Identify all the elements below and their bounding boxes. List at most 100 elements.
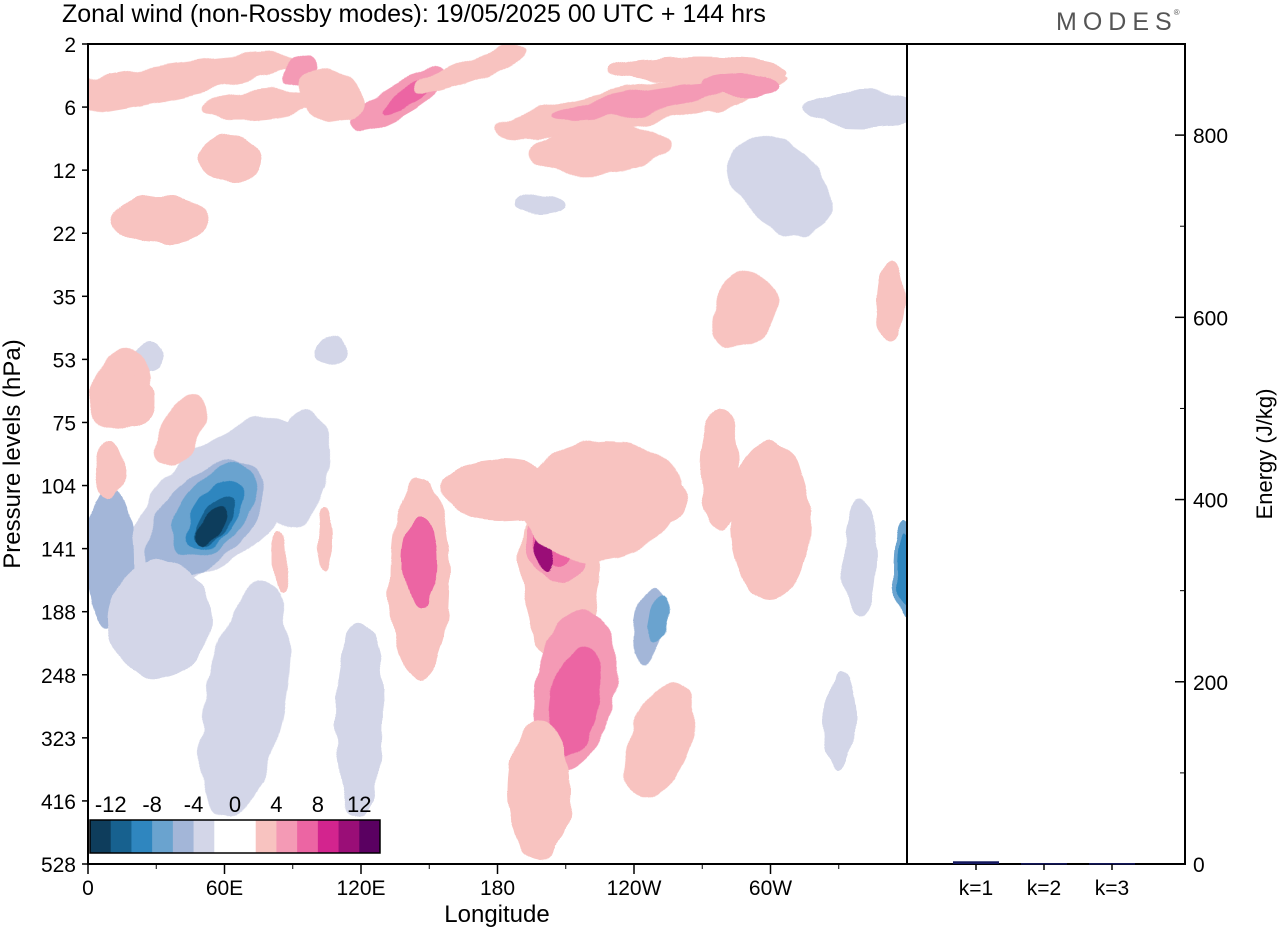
contour-region (530, 125, 670, 175)
contour-region (897, 535, 907, 605)
y-tick-label: 75 (53, 412, 76, 435)
y-tick-label: 188 (41, 602, 76, 625)
energy-tick-label: 200 (1193, 672, 1228, 695)
contour-region (200, 581, 290, 819)
colorbar-label: 0 (229, 792, 241, 817)
colorbar: -12 -8 -4 0 4 8 12 (89, 792, 381, 854)
contour-region (875, 260, 905, 340)
energy-panel: 0 200 400 600 800 k=1 k=2 k=3 Energy (J/kg) (906, 43, 1277, 900)
pressure-axis: 2 6 12 22 35 53 75 104 141 188 248 323 416 528 (41, 34, 88, 877)
contour-region (625, 682, 695, 798)
y-tick-label: 528 (41, 854, 76, 877)
y-tick-label: 104 (41, 476, 76, 499)
y-tick-label: 248 (41, 665, 76, 688)
contour-field (88, 46, 907, 860)
contour-region (196, 506, 228, 544)
contour-region (842, 500, 878, 620)
contour-region (153, 393, 207, 467)
y-tick-label: 416 (41, 791, 76, 814)
contour-region (548, 645, 602, 755)
colorbar-swatch (297, 820, 319, 853)
energy-category-label: k=1 (959, 877, 993, 900)
contour-region (651, 595, 669, 645)
colorbar-swatch (235, 820, 257, 853)
energy-bar (1021, 863, 1067, 865)
colorbar-label: 12 (347, 792, 371, 817)
y-tick-label: 22 (53, 223, 76, 246)
y-tick-label: 2 (64, 34, 76, 57)
brand-mark: ® (1173, 8, 1180, 17)
energy-tick-label: 600 (1193, 307, 1228, 330)
y-tick-label: 12 (53, 160, 76, 183)
y-tick-label: 53 (53, 349, 76, 372)
energy-tick-label: 400 (1193, 490, 1228, 513)
colorbar-swatch (152, 820, 174, 853)
contour-region (440, 460, 560, 520)
contour-region (272, 530, 288, 590)
colorbar-swatch (193, 820, 215, 853)
contour-region (110, 195, 210, 245)
energy-bars: k=1 k=2 k=3 (953, 861, 1135, 900)
contour-region (315, 335, 345, 365)
x-tick-label: 0 (82, 877, 94, 900)
energy-frame (906, 43, 1186, 865)
energy-axis-label: Energy (J/kg) (1252, 389, 1277, 520)
colorbar-label: 8 (312, 792, 324, 817)
colorbar-swatch (214, 820, 236, 853)
contour-region (825, 670, 855, 770)
colorbar-label: -4 (184, 792, 204, 817)
contour-region (317, 510, 333, 570)
colorbar-swatch (359, 820, 381, 853)
contour-region (88, 54, 298, 126)
x-tick-label: 120E (336, 877, 385, 900)
energy-bar (953, 861, 999, 864)
contour-region (297, 67, 363, 123)
contour-region (730, 440, 810, 600)
colorbar-swatch (255, 820, 277, 853)
contour-region (510, 720, 570, 860)
energy-category-label: k=3 (1095, 877, 1129, 900)
contour-region (551, 82, 729, 122)
x-tick-label: 60W (749, 877, 792, 900)
energy-tick-label: 800 (1193, 125, 1228, 148)
y-tick-label: 323 (41, 728, 76, 751)
colorbar-label: -8 (142, 792, 162, 817)
colorbar-label: -12 (95, 792, 127, 817)
contour-region (268, 410, 332, 530)
contour-region (105, 375, 155, 425)
contour-region (700, 410, 740, 530)
contour-region (200, 90, 320, 120)
colorbar-frame (89, 819, 381, 854)
energy-category-label: k=2 (1027, 877, 1061, 900)
energy-axis: 0 200 400 600 800 (1175, 125, 1228, 877)
contour-region (712, 272, 778, 348)
heatmap-panel: 2 6 12 22 35 53 75 104 141 188 248 323 416 528 0 60E 12… (0, 34, 908, 928)
colorbar-swatch (172, 820, 195, 853)
contour-region (800, 92, 907, 128)
colorbar-swatch (338, 820, 360, 853)
contour-region (95, 440, 125, 500)
x-tick-label: 180 (480, 877, 515, 900)
energy-tick-label: 0 (1193, 854, 1205, 877)
colorbar-swatch (110, 820, 132, 853)
page-title: Zonal wind (non-Rossby modes): 19/05/202… (62, 0, 766, 28)
contour-region (110, 560, 210, 680)
contour-region (645, 480, 685, 520)
brand-logo: MODES® (1056, 8, 1180, 37)
y-tick-label: 35 (53, 286, 76, 309)
contour-region (335, 620, 385, 820)
y-tick-label: 141 (41, 539, 76, 562)
contour-region (727, 135, 833, 235)
colorbar-swatch (317, 820, 340, 853)
x-tick-label: 60E (206, 877, 243, 900)
contour-region (515, 195, 565, 215)
colorbar-swatch (276, 820, 298, 853)
energy-bar (1089, 863, 1135, 865)
y-axis-label: Pressure levels (hPa) (0, 339, 26, 568)
longitude-axis: 0 60E 120E 180 120W 60W (82, 864, 840, 900)
x-tick-label: 120W (607, 877, 662, 900)
colorbar-swatch (131, 820, 153, 853)
contour-region (402, 515, 438, 605)
contour-region (520, 439, 680, 561)
colorbar-swatch (90, 820, 112, 853)
